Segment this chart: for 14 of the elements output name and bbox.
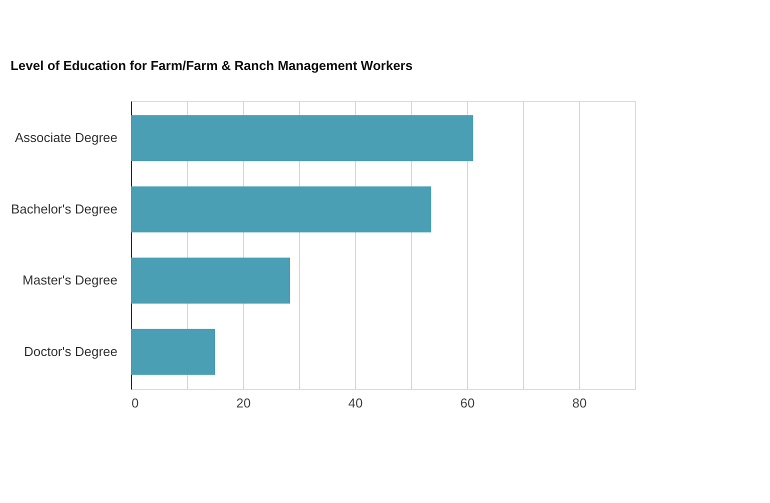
y-tick-label: Associate Degree bbox=[14, 130, 118, 146]
y-tick-label: Doctor's Degree bbox=[24, 344, 118, 359]
x-tick-label: 60 bbox=[460, 396, 475, 410]
y-tick-label: Bachelor's Degree bbox=[10, 201, 118, 216]
x-tick-label: 0 bbox=[132, 396, 139, 410]
y-tick-label: Master's Degree bbox=[22, 272, 118, 288]
bar bbox=[131, 186, 432, 232]
chart-title: Level of Education for Farm/Farm & Ranch Management Workers bbox=[10, 58, 413, 73]
x-tick-label: 40 bbox=[348, 396, 363, 410]
bar bbox=[131, 328, 215, 375]
bar bbox=[131, 115, 474, 162]
x-tick-label: 80 bbox=[572, 396, 587, 410]
bar bbox=[131, 258, 290, 304]
x-tick-label: 20 bbox=[236, 396, 251, 410]
